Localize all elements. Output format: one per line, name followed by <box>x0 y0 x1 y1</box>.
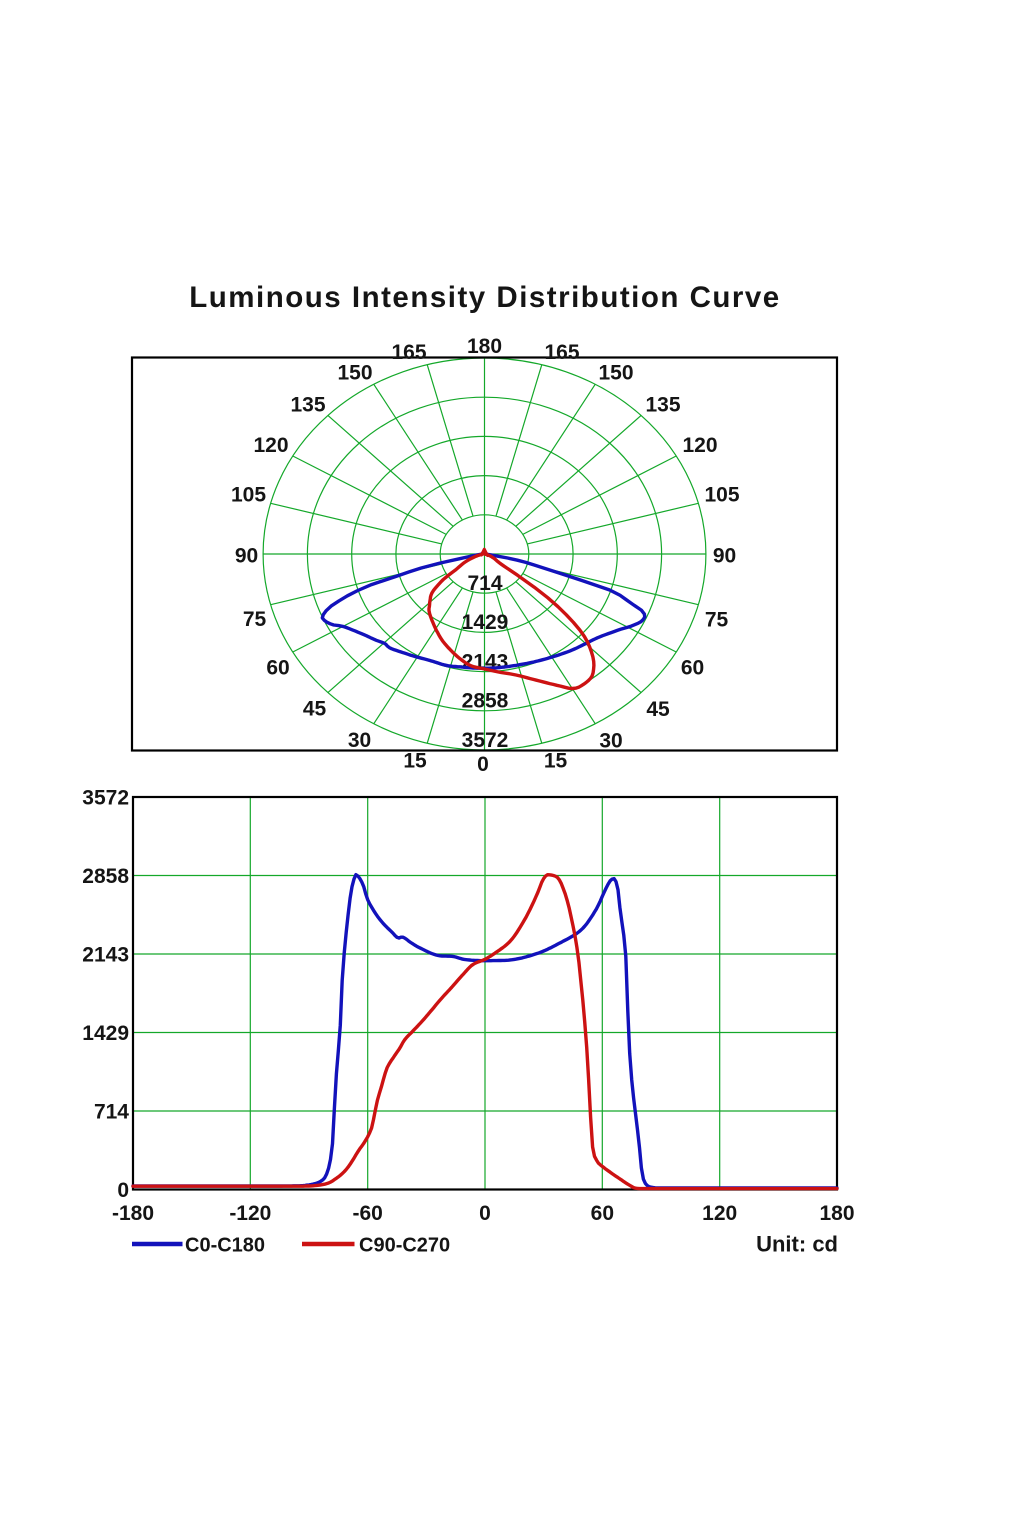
svg-text:0: 0 <box>117 1179 129 1202</box>
svg-text:-180: -180 <box>112 1202 154 1225</box>
svg-text:150: 150 <box>598 361 633 384</box>
svg-text:3572: 3572 <box>82 786 129 809</box>
svg-text:75: 75 <box>705 608 729 631</box>
svg-text:C0-C180: C0-C180 <box>185 1235 265 1257</box>
svg-text:1429: 1429 <box>462 611 509 634</box>
svg-text:60: 60 <box>681 656 704 679</box>
svg-text:30: 30 <box>348 729 371 752</box>
svg-text:45: 45 <box>646 698 670 721</box>
svg-text:1429: 1429 <box>82 1022 129 1045</box>
svg-text:120: 120 <box>702 1202 737 1225</box>
svg-text:150: 150 <box>337 361 372 384</box>
svg-text:0: 0 <box>479 1202 491 1225</box>
svg-text:180: 180 <box>819 1202 854 1225</box>
svg-text:105: 105 <box>704 483 739 506</box>
svg-text:165: 165 <box>391 341 426 364</box>
svg-text:3572: 3572 <box>462 729 509 752</box>
svg-text:60: 60 <box>266 656 289 679</box>
svg-text:120: 120 <box>253 434 288 457</box>
svg-text:60: 60 <box>591 1202 614 1225</box>
svg-text:135: 135 <box>645 393 680 416</box>
svg-text:714: 714 <box>94 1100 129 1123</box>
svg-text:30: 30 <box>599 729 622 752</box>
svg-text:Luminous Intensity Distributio: Luminous Intensity Distribution Curve <box>189 281 780 314</box>
svg-text:45: 45 <box>303 697 327 720</box>
svg-text:120: 120 <box>682 434 717 457</box>
svg-text:714: 714 <box>467 572 502 595</box>
svg-text:2858: 2858 <box>462 690 509 713</box>
svg-text:2143: 2143 <box>82 943 129 966</box>
svg-text:90: 90 <box>713 544 736 567</box>
svg-text:Unit: cd: Unit: cd <box>756 1232 838 1257</box>
svg-text:105: 105 <box>231 483 266 506</box>
svg-text:165: 165 <box>544 341 579 364</box>
svg-text:0: 0 <box>477 753 489 776</box>
svg-text:15: 15 <box>403 749 427 772</box>
svg-text:2858: 2858 <box>82 865 129 888</box>
svg-text:15: 15 <box>544 749 568 772</box>
svg-text:-120: -120 <box>229 1202 271 1225</box>
svg-text:-60: -60 <box>352 1202 382 1225</box>
svg-text:C90-C270: C90-C270 <box>359 1235 450 1257</box>
svg-text:135: 135 <box>290 393 325 416</box>
svg-text:75: 75 <box>243 608 267 631</box>
svg-text:180: 180 <box>467 335 502 358</box>
svg-text:90: 90 <box>235 544 258 567</box>
